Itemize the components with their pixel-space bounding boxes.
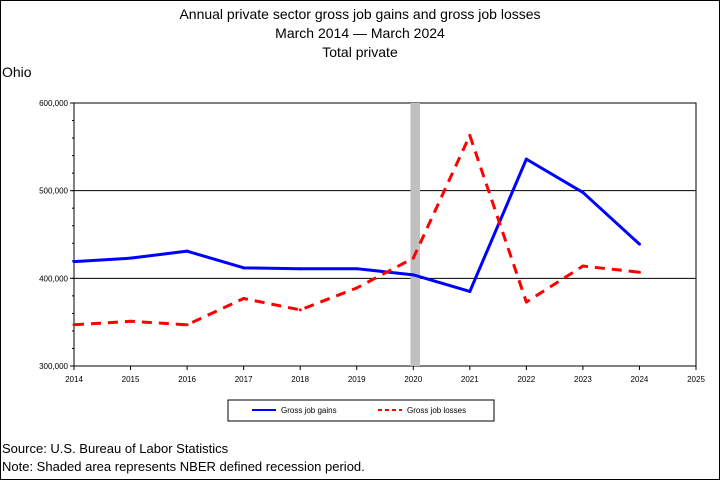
y-tick-label-1: 400,000: [39, 274, 68, 283]
series-line-losses: [73, 133, 640, 327]
x-tick-label-8: 2022: [517, 375, 535, 384]
x-tick-label-0: 2014: [65, 375, 83, 384]
data-point-gains-2019: [355, 267, 359, 271]
recession-shading: [410, 103, 421, 366]
series-line-gains: [73, 157, 641, 293]
data-point-losses-2023: [581, 264, 585, 268]
chart-subtitle: Total private: [322, 44, 398, 60]
x-tick-label-10: 2024: [631, 375, 649, 384]
data-point-gains-2015: [129, 256, 133, 260]
x-tick-label-6: 2020: [404, 375, 422, 384]
data-point-gains-2017: [242, 266, 246, 270]
x-tick-label-7: 2021: [461, 375, 479, 384]
data-point-gains-2014: [72, 260, 76, 264]
data-point-losses-2020: [411, 256, 415, 260]
data-point-gains-2016: [185, 249, 189, 253]
data-point-gains-2023: [581, 190, 585, 194]
y-tick-label-3: 600,000: [39, 99, 68, 108]
data-point-gains-2021: [468, 289, 472, 293]
data-point-losses-2016: [185, 323, 189, 327]
state-label: Ohio: [2, 64, 32, 80]
data-point-losses-2022: [524, 300, 528, 304]
data-point-gains-2020: [411, 273, 415, 277]
data-point-losses-2015: [129, 319, 133, 323]
legend-label-gains: Gross job gains: [281, 406, 337, 415]
y-tick-label-2: 500,000: [39, 187, 68, 196]
x-tick-label-3: 2017: [235, 375, 253, 384]
legend-box: [227, 399, 495, 422]
data-point-losses-2014: [72, 323, 76, 327]
chart-legend: Gross job gains Gross job losses: [227, 399, 495, 422]
data-point-losses-2024: [637, 270, 641, 274]
x-tick-label-5: 2019: [348, 375, 366, 384]
data-point-gains-2018: [298, 267, 302, 271]
x-tick-label-11: 2025: [687, 375, 705, 384]
y-tick-label-0: 300,000: [39, 362, 68, 371]
data-point-gains-2024: [637, 242, 641, 246]
data-point-losses-2019: [355, 286, 359, 290]
chart-date-range: March 2014 — March 2024: [275, 25, 445, 41]
x-tick-label-9: 2023: [574, 375, 592, 384]
x-tick-label-1: 2015: [122, 375, 140, 384]
plot-border: [73, 102, 697, 367]
x-tick-label-4: 2018: [291, 375, 309, 384]
source-note: Source: U.S. Bureau of Labor Statistics: [2, 441, 229, 456]
data-point-losses-2017: [242, 296, 246, 300]
data-point-gains-2022: [524, 157, 528, 161]
data-point-losses-2021: [468, 133, 472, 137]
recession-note: Note: Shaded area represents NBER define…: [2, 459, 365, 474]
x-tick-label-2: 2016: [178, 375, 196, 384]
legend-label-losses: Gross job losses: [407, 406, 466, 415]
data-point-losses-2018: [298, 308, 302, 312]
plot-area: 300,000 400,000 500,000 600,000 2014 2015 2016…: [39, 99, 705, 384]
chart-title: Annual private sector gross job gains an…: [179, 6, 541, 22]
